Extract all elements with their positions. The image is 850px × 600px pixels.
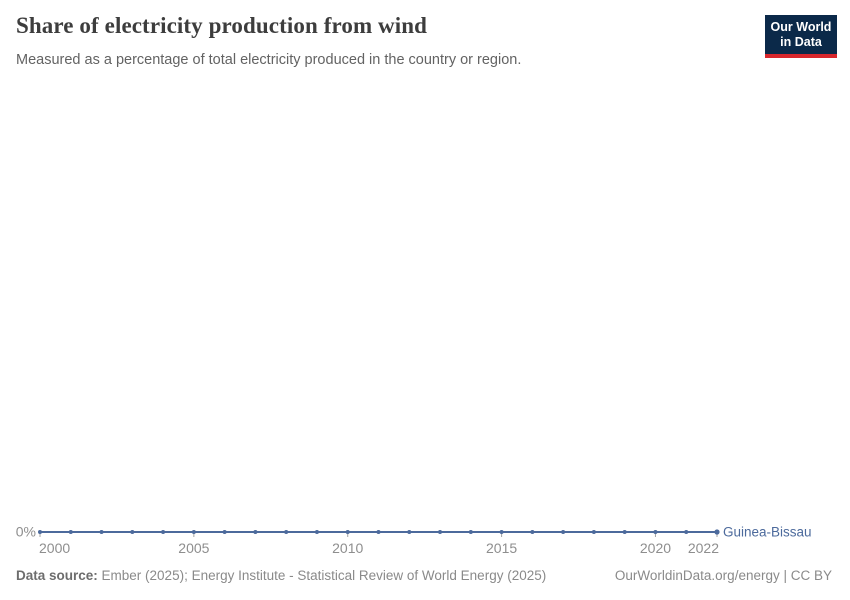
data-point[interactable]: [684, 530, 689, 534]
x-axis-label: 2005: [178, 540, 209, 556]
x-axis-label: 2022: [688, 540, 719, 556]
y-axis-label: 0%: [16, 524, 36, 540]
x-axis-label: 2000: [39, 540, 70, 556]
data-point-end: [714, 529, 720, 535]
page-title: Share of electricity production from win…: [16, 13, 428, 38]
data-source-text: Ember (2025); Energy Institute - Statist…: [97, 568, 547, 583]
owid-logo-line2: in Data: [780, 34, 822, 49]
data-source-note: Data source: Ember (2025); Energy Instit…: [16, 568, 546, 583]
data-point[interactable]: [222, 530, 227, 534]
chart-subtitle: Measured as a percentage of total electr…: [16, 52, 522, 68]
data-point[interactable]: [284, 530, 289, 534]
data-point[interactable]: [499, 530, 504, 534]
data-point[interactable]: [591, 530, 596, 534]
data-point[interactable]: [314, 530, 319, 534]
data-point[interactable]: [438, 530, 443, 534]
owid-logo-line1: Our World: [770, 20, 832, 34]
x-axis-label: 2010: [332, 540, 363, 556]
data-point[interactable]: [161, 530, 166, 534]
data-point[interactable]: [622, 530, 627, 534]
owid-logo[interactable]: Our World in Data: [765, 15, 837, 58]
data-point[interactable]: [130, 530, 135, 534]
data-point[interactable]: [561, 530, 566, 534]
data-source-label: Data source:: [16, 568, 98, 583]
data-point[interactable]: [191, 530, 196, 534]
data-point[interactable]: [68, 530, 73, 534]
entity-label[interactable]: Guinea-Bissau: [723, 525, 812, 540]
chart-footer: Data source: Ember (2025); Energy Instit…: [16, 568, 832, 583]
x-axis-label: 2020: [640, 540, 671, 556]
data-point[interactable]: [38, 530, 42, 534]
data-point[interactable]: [468, 530, 473, 534]
data-point[interactable]: [253, 530, 258, 534]
data-point[interactable]: [653, 530, 658, 534]
data-point[interactable]: [345, 530, 350, 534]
data-point[interactable]: [99, 530, 104, 534]
data-point[interactable]: [407, 530, 412, 534]
license-note: OurWorldinData.org/energy | CC BY: [614, 568, 832, 583]
data-point[interactable]: [530, 530, 535, 534]
data-point[interactable]: [376, 530, 381, 534]
x-axis-label: 2015: [486, 540, 517, 556]
